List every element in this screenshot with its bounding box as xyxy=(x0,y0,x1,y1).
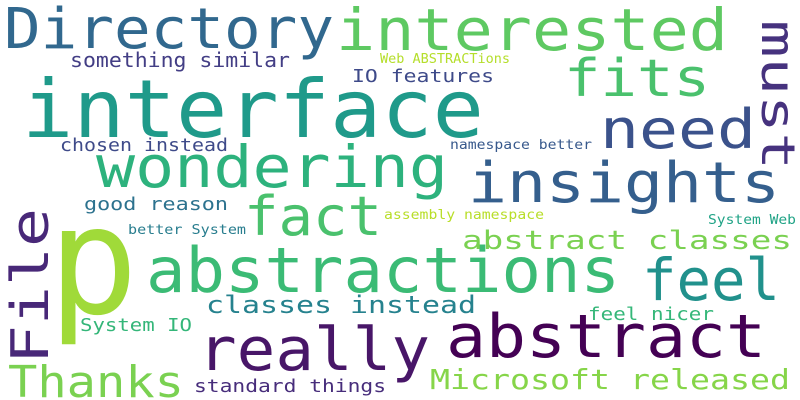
word-something-similar: something similar xyxy=(70,48,290,72)
word-feel-nicer: feel nicer xyxy=(588,304,714,325)
word-fact: fact xyxy=(244,185,382,248)
word-p: p xyxy=(48,175,138,349)
word-namespace-better: namespace better xyxy=(450,138,592,153)
word-interface: interface xyxy=(22,63,484,156)
word-abstract: abstract xyxy=(446,302,766,372)
word-wondering: wondering xyxy=(96,133,448,201)
word-thanks: Thanks xyxy=(8,357,184,400)
word-system-io: System IO xyxy=(80,315,192,336)
word-assembly-namespace: assembly namespace xyxy=(384,208,544,223)
word-system-web: System Web xyxy=(708,213,796,228)
word-insights: insights xyxy=(468,151,780,216)
word-good-reason: good reason xyxy=(84,194,228,215)
word-interested: interested xyxy=(336,0,728,64)
word-must: must xyxy=(751,20,800,170)
word-fits: fits xyxy=(564,49,710,109)
word-web-abstractions: Web ABSTRACTions xyxy=(380,52,510,67)
word-file: File xyxy=(1,208,61,364)
word-better-system: better System xyxy=(128,223,246,238)
word-standard-things: standard things xyxy=(194,376,386,397)
word-really: really xyxy=(198,315,430,385)
word-need: need xyxy=(600,98,756,161)
word-abstract-classes: abstract classes xyxy=(462,226,792,256)
word-classes-instead: classes instead xyxy=(206,291,476,319)
word-feel: feel xyxy=(642,246,780,314)
word-io-features: IO features xyxy=(352,66,494,87)
word-abstractions: abstractions xyxy=(146,234,620,307)
word-directory: Directory xyxy=(4,0,334,62)
word-chosen-instead: chosen instead xyxy=(60,135,228,156)
word-microsoft-released: Microsoft released xyxy=(430,363,790,396)
